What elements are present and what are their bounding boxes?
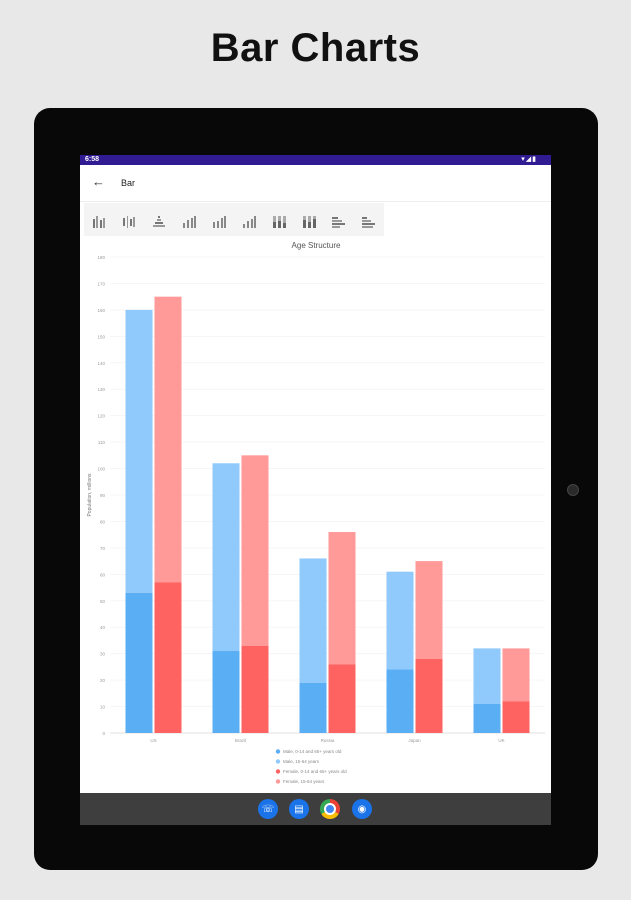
y-tick-label: 90 — [100, 493, 106, 498]
y-tick-label: 140 — [97, 361, 105, 366]
bar-male-0-14-65-uk — [473, 703, 501, 733]
tab-bar-grouped-2[interactable] — [114, 203, 144, 236]
bar-horizontal-2-icon — [362, 217, 375, 228]
phone-icon[interactable]: ☏ — [258, 799, 278, 819]
legend-swatch — [275, 769, 281, 774]
y-axis-label: Population, millions — [87, 473, 93, 517]
y-tick-label: 70 — [100, 546, 106, 551]
tab-bar-stacked-2[interactable] — [294, 203, 324, 236]
bar-female-0-14-65-brazil — [241, 645, 269, 733]
y-tick-label: 160 — [97, 308, 105, 313]
y-tick-label: 0 — [102, 731, 105, 736]
bar-female-15-64-japan — [415, 561, 443, 659]
arrow-left-icon[interactable]: ← — [92, 174, 105, 189]
bar-vertical-2-icon — [213, 216, 226, 228]
y-tick-label: 110 — [98, 440, 106, 445]
bar-male-0-14-65-japan — [386, 669, 414, 733]
y-tick-label: 180 — [97, 255, 105, 260]
y-tick-label: 170 — [97, 281, 105, 286]
bar-stacked-icon — [273, 216, 286, 228]
legend-swatch — [275, 749, 281, 754]
camera-dot — [567, 484, 579, 496]
bar-male-15-64-japan — [386, 571, 414, 670]
bar-female-15-64-us — [154, 296, 182, 583]
y-tick-label: 150 — [97, 334, 105, 339]
tablet-screen: 6:58 ▾◢▮ ← Bar — [80, 155, 551, 825]
y-tick-label: 60 — [100, 572, 106, 577]
page-headline: Bar Charts — [210, 26, 421, 70]
x-tick-label: Russia — [321, 738, 335, 743]
x-tick-label: Brazil — [235, 738, 246, 743]
chart-title: Age Structure — [292, 241, 341, 250]
bar-chart: Age Structure Population, millions 0 10 20 30… — [87, 241, 545, 784]
y-tick-label: 120 — [97, 414, 105, 419]
app-bar: ← Bar — [80, 165, 551, 202]
tab-bar-horizontal-2[interactable] — [354, 203, 384, 236]
tab-bar-stacked[interactable] — [264, 203, 294, 236]
bar-female-0-14-65-uk — [502, 701, 530, 733]
tab-bar-horizontal[interactable] — [324, 203, 354, 236]
y-tick-label: 20 — [100, 678, 106, 683]
bar-female-15-64-russia — [328, 532, 356, 665]
bar-male-15-64-brazil — [212, 463, 240, 652]
tab-bar-vertical[interactable] — [174, 203, 204, 236]
bar-grouped-horizontal-icon — [123, 216, 135, 228]
bar-stacked-2-icon — [303, 216, 316, 228]
bar-female-15-64-uk — [502, 648, 530, 702]
bar-male-15-64-us — [125, 309, 153, 593]
x-tick-label: US — [150, 738, 156, 743]
bar-female-15-64-brazil — [241, 455, 269, 646]
chart-type-tabs — [84, 203, 384, 236]
bar-female-0-14-65-us — [154, 582, 182, 733]
bar-horizontal-icon — [332, 217, 345, 228]
messages-icon[interactable]: ▤ — [289, 799, 309, 819]
status-time: 6:58 — [85, 156, 100, 163]
tab-bar-vertical-3[interactable] — [234, 203, 264, 236]
legend-label: Male, 15-64 years — [283, 759, 320, 764]
x-tick-label: Japan — [408, 738, 421, 743]
legend-label: Male, 0-14 and 65+ years old — [283, 749, 342, 754]
y-tick-label: 130 — [97, 387, 105, 392]
y-tick-label: 50 — [100, 599, 106, 604]
tab-bar-vertical-2[interactable] — [204, 203, 234, 236]
y-tick-label: 100 — [97, 467, 105, 472]
bar-male-0-14-65-brazil — [212, 651, 240, 733]
bar-male-15-64-russia — [299, 558, 327, 683]
camera-icon[interactable]: ◉ — [352, 799, 372, 819]
status-icons: ▾◢▮ — [521, 156, 537, 163]
bar-grouped-icon — [93, 216, 105, 228]
status-bar: 6:58 ▾◢▮ — [80, 155, 551, 165]
bar-male-15-64-uk — [473, 648, 501, 704]
bar-vertical-icon — [183, 216, 196, 228]
bar-female-0-14-65-japan — [415, 658, 443, 733]
tab-pyramid[interactable] — [144, 203, 174, 236]
bar-female-0-14-65-russia — [328, 664, 356, 733]
y-tick-label: 40 — [100, 625, 106, 630]
y-tick-label: 30 — [100, 652, 106, 657]
legend-swatch — [275, 759, 281, 764]
legend-swatch — [275, 779, 281, 784]
nav-bar: ☏ ▤ ◉ — [80, 793, 551, 825]
bar-male-0-14-65-us — [125, 592, 153, 733]
tab-bar-grouped[interactable] — [84, 203, 114, 236]
x-tick-label: UK — [498, 738, 504, 743]
bar-male-0-14-65-russia — [299, 682, 327, 733]
y-tick-label: 10 — [100, 705, 106, 710]
bar-vertical-3-icon — [243, 216, 256, 228]
pyramid-icon — [153, 216, 165, 227]
legend-label: Female, 15-64 years — [283, 779, 325, 784]
app-bar-title: Bar — [121, 178, 136, 188]
chrome-icon[interactable] — [320, 799, 340, 819]
y-tick-label: 80 — [100, 519, 106, 524]
legend-label: Female, 0-14 and 65+ years old — [283, 769, 347, 774]
